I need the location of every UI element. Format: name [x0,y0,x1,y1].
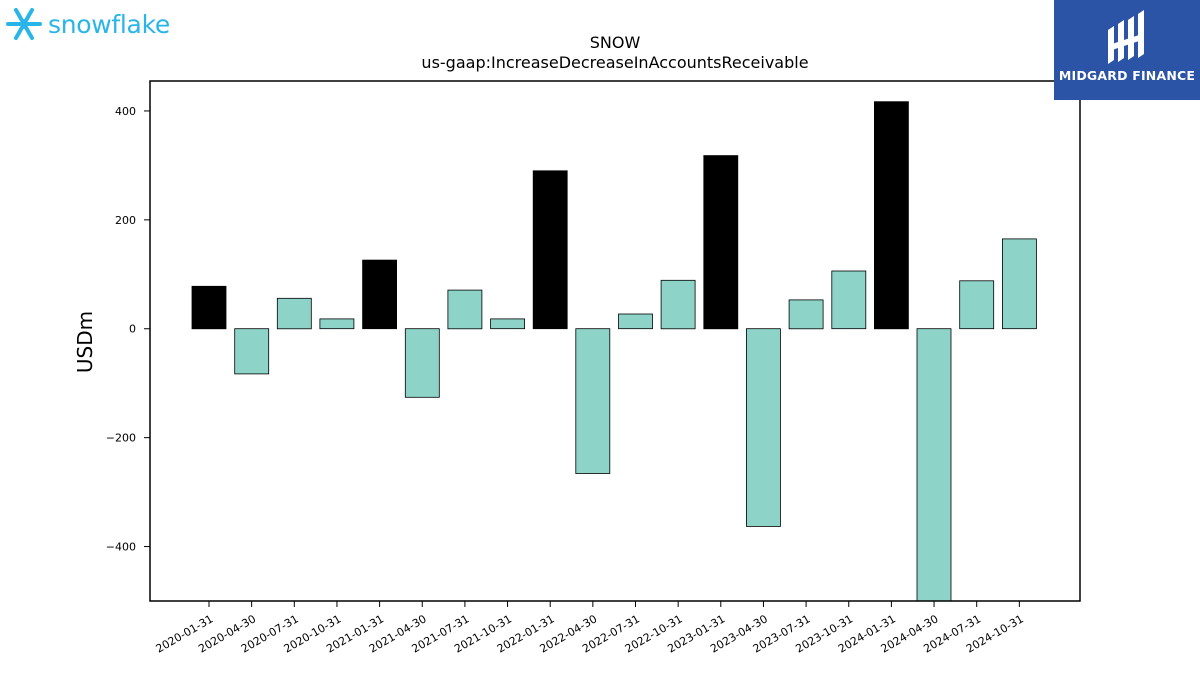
snowflake-logo: snowflake [4,4,170,44]
y-tick-label: −400 [106,541,136,554]
y-tick-label: −200 [106,432,136,445]
bar [362,259,398,330]
bar [234,328,270,375]
midgard-finance-name: MIDGARD FINANCE [1058,68,1196,83]
bar [490,318,526,330]
snowflake-icon [6,8,42,40]
bar [319,318,355,330]
bar [703,155,739,330]
bar [618,313,653,330]
y-tick-label: 400 [115,105,136,118]
y-tick-label: 0 [129,323,136,336]
snowflake-wordmark: snowflake [48,9,170,39]
bar [746,328,781,527]
midgard-mark-icon [1108,10,1144,64]
bar [191,285,227,330]
bar [831,270,867,330]
bar [916,328,952,602]
y-axis-label: USDm [73,311,97,373]
bar [276,297,312,330]
midgard-finance-logo: MIDGARD FINANCE [1054,0,1200,100]
plot-frame [149,80,1081,602]
bar [874,101,909,330]
bar [1002,238,1037,330]
bar [788,299,824,330]
bar [447,289,483,330]
x-axis-ticks: 2020-01-312020-04-302020-07-312020-10-31… [154,601,1026,656]
bar [404,328,440,398]
y-axis-ticks: 400 200 0 −200 −400 [106,105,150,554]
bar [660,279,696,330]
bar [959,280,995,330]
bar [575,328,611,474]
chart-title: SNOW [590,33,641,52]
bar [532,170,568,330]
y-tick-label: 200 [115,214,136,227]
chart-subtitle: us-gaap:IncreaseDecreaseInAccountsReceiv… [421,53,808,72]
bars [191,101,1037,602]
